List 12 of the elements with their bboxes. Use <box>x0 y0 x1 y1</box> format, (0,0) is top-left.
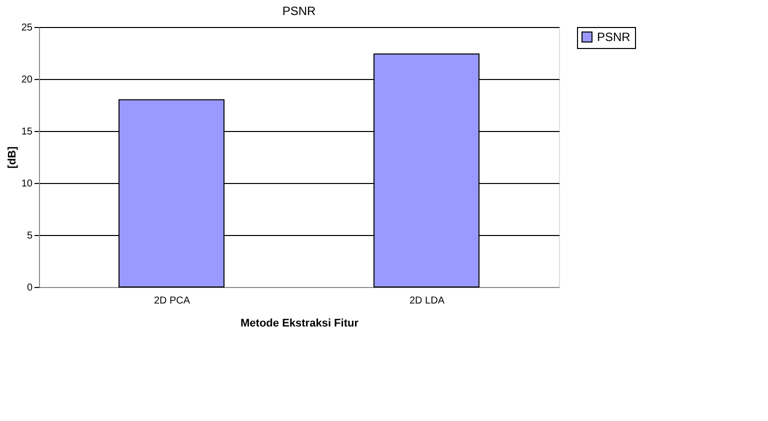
y-axis-title: [dB] <box>6 146 18 168</box>
y-tick-label: 15 <box>21 126 33 138</box>
y-tick-label: 10 <box>21 178 33 190</box>
x-axis-title: Metode Ekstraksi Fitur <box>240 318 360 330</box>
x-tick-label: 2D LDA <box>409 296 445 306</box>
y-tick-label: 0 <box>26 282 33 294</box>
y-tick-label: 5 <box>26 230 33 242</box>
y-tick-label: 25 <box>21 22 33 34</box>
legend-label: PSNR <box>597 30 631 44</box>
x-tick-label: 2D PCA <box>154 296 190 306</box>
chart-title: PSNR <box>282 4 316 18</box>
y-tick-label: 20 <box>21 74 33 86</box>
